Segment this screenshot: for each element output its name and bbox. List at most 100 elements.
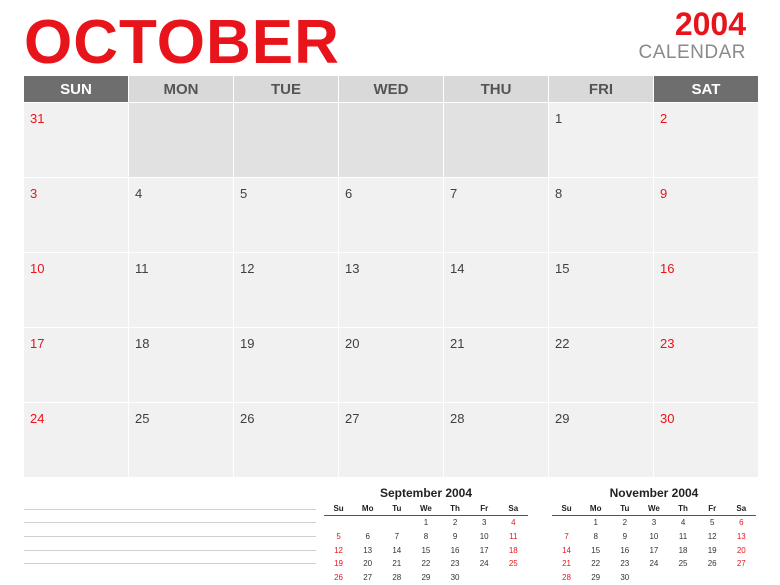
- mini-day: 10: [479, 532, 489, 542]
- day-cell[interactable]: 24: [24, 403, 129, 477]
- mini-day: 24: [479, 559, 489, 569]
- mini-day: 7: [394, 532, 400, 542]
- day-cell[interactable]: 7: [444, 178, 549, 252]
- mini-weekday-we: We: [420, 503, 432, 513]
- weekday-header-row: SUN MON TUE WED THU FRI SAT: [24, 76, 758, 102]
- day-cell[interactable]: 3: [24, 178, 129, 252]
- note-line: [24, 523, 316, 538]
- week-row: 10 11 12 13 14 15 16: [24, 252, 758, 327]
- day-cell[interactable]: 13: [339, 253, 444, 327]
- mini-day: 30: [450, 573, 460, 583]
- mini-weekday-tu: Tu: [392, 503, 402, 513]
- day-cell[interactable]: 21: [444, 328, 549, 402]
- day-cell[interactable]: 14: [444, 253, 549, 327]
- day-cell[interactable]: 27: [339, 403, 444, 477]
- calendar-label: CALENDAR: [638, 42, 746, 63]
- mini-day: 16: [620, 545, 630, 555]
- mini-weekday-th: Th: [678, 503, 688, 513]
- mini-weekday-fr: Fr: [708, 503, 717, 513]
- mini-week-row: 26 27 28 29 30: [324, 571, 528, 585]
- mini-day: 16: [450, 545, 460, 555]
- day-cell[interactable]: 4: [129, 178, 234, 252]
- mini-day: 13: [363, 545, 373, 555]
- day-cell[interactable]: 9: [654, 178, 758, 252]
- mini-day: 26: [334, 573, 344, 583]
- mini-day: 26: [707, 559, 717, 569]
- empty-day-cell: [339, 103, 444, 177]
- day-cell[interactable]: 12: [234, 253, 339, 327]
- day-cell[interactable]: 18: [129, 328, 234, 402]
- day-cell[interactable]: 16: [654, 253, 758, 327]
- mini-week-row: 19 20 21 22 23 24 25: [324, 557, 528, 571]
- day-cell[interactable]: 10: [24, 253, 129, 327]
- day-cell[interactable]: 20: [339, 328, 444, 402]
- mini-week-row: 14 15 16 17 18 19 20: [552, 543, 756, 557]
- mini-day: 1: [593, 518, 598, 528]
- mini-day: 21: [392, 559, 402, 569]
- day-cell[interactable]: 11: [129, 253, 234, 327]
- day-cell[interactable]: 8: [549, 178, 654, 252]
- mini-week-row: 28 29 30: [552, 571, 756, 585]
- day-cell[interactable]: 15: [549, 253, 654, 327]
- day-cell[interactable]: 1: [549, 103, 654, 177]
- month-grid: SUN MON TUE WED THU FRI SAT 31 1 2 3 4 5 6 7 8 9 10 11 12 1…: [24, 76, 758, 477]
- day-cell[interactable]: 19: [234, 328, 339, 402]
- mini-calendar-title: September 2004: [379, 486, 473, 500]
- mini-day: 29: [591, 573, 601, 583]
- mini-weekday-row: Su Mo Tu We Th Fr Sa: [552, 501, 756, 516]
- mini-day: 3: [481, 518, 487, 528]
- day-cell[interactable]: 22: [549, 328, 654, 402]
- note-line: [24, 510, 316, 524]
- mini-day: 22: [591, 559, 601, 569]
- weekday-header-sat: SAT: [654, 76, 758, 102]
- mini-day: 12: [334, 545, 344, 555]
- mini-day: 2: [622, 518, 628, 528]
- mini-day: 25: [678, 559, 688, 569]
- day-cell[interactable]: 31: [24, 103, 129, 177]
- mini-day: 25: [508, 559, 518, 569]
- weekday-header-wed: WED: [339, 76, 444, 102]
- day-cell[interactable]: 2: [654, 103, 758, 177]
- day-cell[interactable]: 30: [654, 403, 758, 477]
- mini-week-row: 7 8 9 10 11 12 13: [552, 530, 756, 544]
- mini-day: 30: [620, 573, 630, 583]
- mini-day: 6: [365, 532, 370, 542]
- day-cell[interactable]: 25: [129, 403, 234, 477]
- mini-day: 5: [336, 532, 341, 542]
- week-row: 17 18 19 20 21 22 23: [24, 327, 758, 402]
- note-line: [24, 551, 316, 565]
- mini-weekday-row: Su Mo Tu We Th Fr Sa: [324, 501, 528, 516]
- mini-weekday-mo: Mo: [589, 503, 602, 513]
- mini-day: 5: [709, 518, 715, 528]
- mini-day: 4: [511, 518, 516, 528]
- weekday-header-thu: THU: [444, 76, 549, 102]
- weekday-header-fri: FRI: [549, 76, 654, 102]
- empty-day-cell: [129, 103, 234, 177]
- empty-day-cell: [444, 103, 549, 177]
- day-cell[interactable]: 5: [234, 178, 339, 252]
- mini-day: 28: [392, 573, 402, 583]
- mini-day: 21: [562, 559, 572, 569]
- mini-day: 17: [649, 545, 659, 555]
- mini-weekday-tu: Tu: [620, 503, 630, 513]
- mini-calendar-previous: September 2004 Su Mo Tu We Th Fr Sa 1 2 3 4 5 6 7 8 9 10 1…: [324, 485, 528, 584]
- mini-day: 11: [509, 532, 518, 542]
- mini-week-row: 12 13 14 15 16 17 18: [324, 543, 528, 557]
- mini-weekday-th: Th: [450, 503, 460, 513]
- day-cell[interactable]: 6: [339, 178, 444, 252]
- mini-weekday-mo: Mo: [361, 503, 374, 513]
- mini-day: 17: [479, 545, 489, 555]
- day-cell[interactable]: 29: [549, 403, 654, 477]
- mini-day: 9: [452, 532, 458, 542]
- mini-day: 8: [423, 532, 429, 542]
- notes-area: [24, 496, 316, 565]
- mini-day: 10: [649, 532, 659, 542]
- day-cell[interactable]: 17: [24, 328, 129, 402]
- day-cell[interactable]: 23: [654, 328, 758, 402]
- mini-week-row: 1 2 3 4 5 6: [552, 516, 756, 530]
- day-cell[interactable]: 28: [444, 403, 549, 477]
- day-cell[interactable]: 26: [234, 403, 339, 477]
- mini-day: 7: [564, 532, 569, 542]
- mini-day: 18: [508, 545, 518, 555]
